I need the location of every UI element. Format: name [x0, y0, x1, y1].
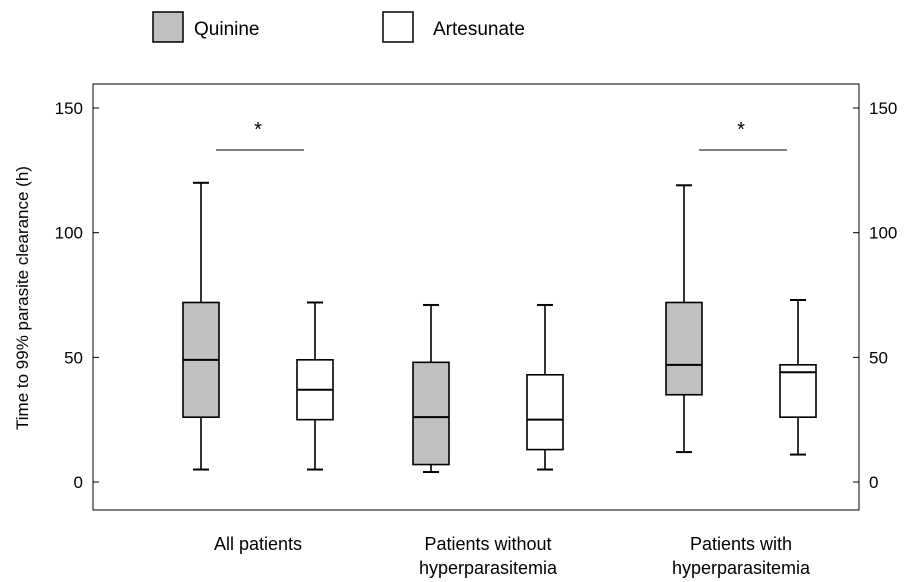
axis-ticks: 0 0 50 50 100 100 150 150: [55, 99, 898, 492]
y-axis-label: Time to 99% parasite clearance (h): [13, 166, 32, 430]
iqr-box: [665, 301, 703, 396]
box-artesunate: [526, 303, 564, 471]
y-tick-label-left: 50: [64, 348, 83, 367]
boxes-layer: * *: [182, 119, 817, 474]
y-tick-label-left: 100: [55, 224, 83, 243]
legend-swatch-quinine: [152, 11, 184, 43]
legend-label-quinine: Quinine: [194, 19, 260, 40]
iqr-box: [526, 373, 564, 451]
x-category-label: Patients without: [424, 534, 551, 554]
y-tick-label-left: 0: [74, 473, 83, 492]
y-tick-label-right: 0: [869, 473, 878, 492]
box-quinine: [665, 184, 703, 454]
y-tick-label-right: 50: [869, 348, 888, 367]
legend: Quinine Artesunate: [152, 11, 525, 43]
box-quinine: [412, 303, 450, 474]
box-artesunate: [296, 301, 334, 471]
plot-frame: [92, 83, 860, 511]
x-category-label: Patients with: [690, 534, 792, 554]
legend-label-artesunate: Artesunate: [433, 19, 525, 40]
y-tick-label-right: 100: [869, 224, 897, 243]
x-category-label: hyperparasitemia: [672, 558, 811, 578]
iqr-box: [412, 361, 450, 466]
box-artesunate: [779, 298, 817, 456]
y-tick-label-left: 150: [55, 99, 83, 118]
significance-marker: *: [737, 119, 745, 141]
x-category-label: hyperparasitemia: [419, 558, 558, 578]
box-quinine: [182, 181, 220, 471]
iqr-box: [779, 364, 817, 418]
y-tick-label-right: 150: [869, 99, 897, 118]
x-category-label: All patients: [214, 534, 302, 554]
x-axis-labels: All patients Patients without hyperparasit…: [214, 534, 811, 578]
significance-marker: *: [254, 119, 262, 141]
legend-swatch-artesunate: [382, 11, 414, 43]
